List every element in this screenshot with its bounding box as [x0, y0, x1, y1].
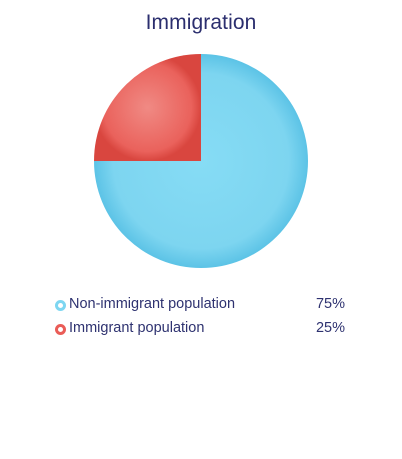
- pie-chart: [94, 54, 308, 268]
- legend-label: Non-immigrant population: [69, 296, 236, 312]
- legend-label: Immigrant population: [69, 320, 205, 336]
- legend-item-non-immigrant[interactable]: Non-immigrant population 75%: [55, 296, 355, 320]
- legend-value: 25%: [315, 320, 345, 336]
- pie-slice-immigrant-population[interactable]: [94, 54, 201, 161]
- legend-value: 75%: [315, 296, 345, 312]
- legend-marker-non-immigrant: [55, 300, 66, 311]
- legend: Non-immigrant population 75% Immigrant p…: [55, 296, 355, 344]
- legend-item-immigrant[interactable]: Immigrant population 25%: [55, 320, 355, 344]
- chart-title: Immigration: [145, 11, 257, 34]
- legend-marker-immigrant: [55, 324, 66, 335]
